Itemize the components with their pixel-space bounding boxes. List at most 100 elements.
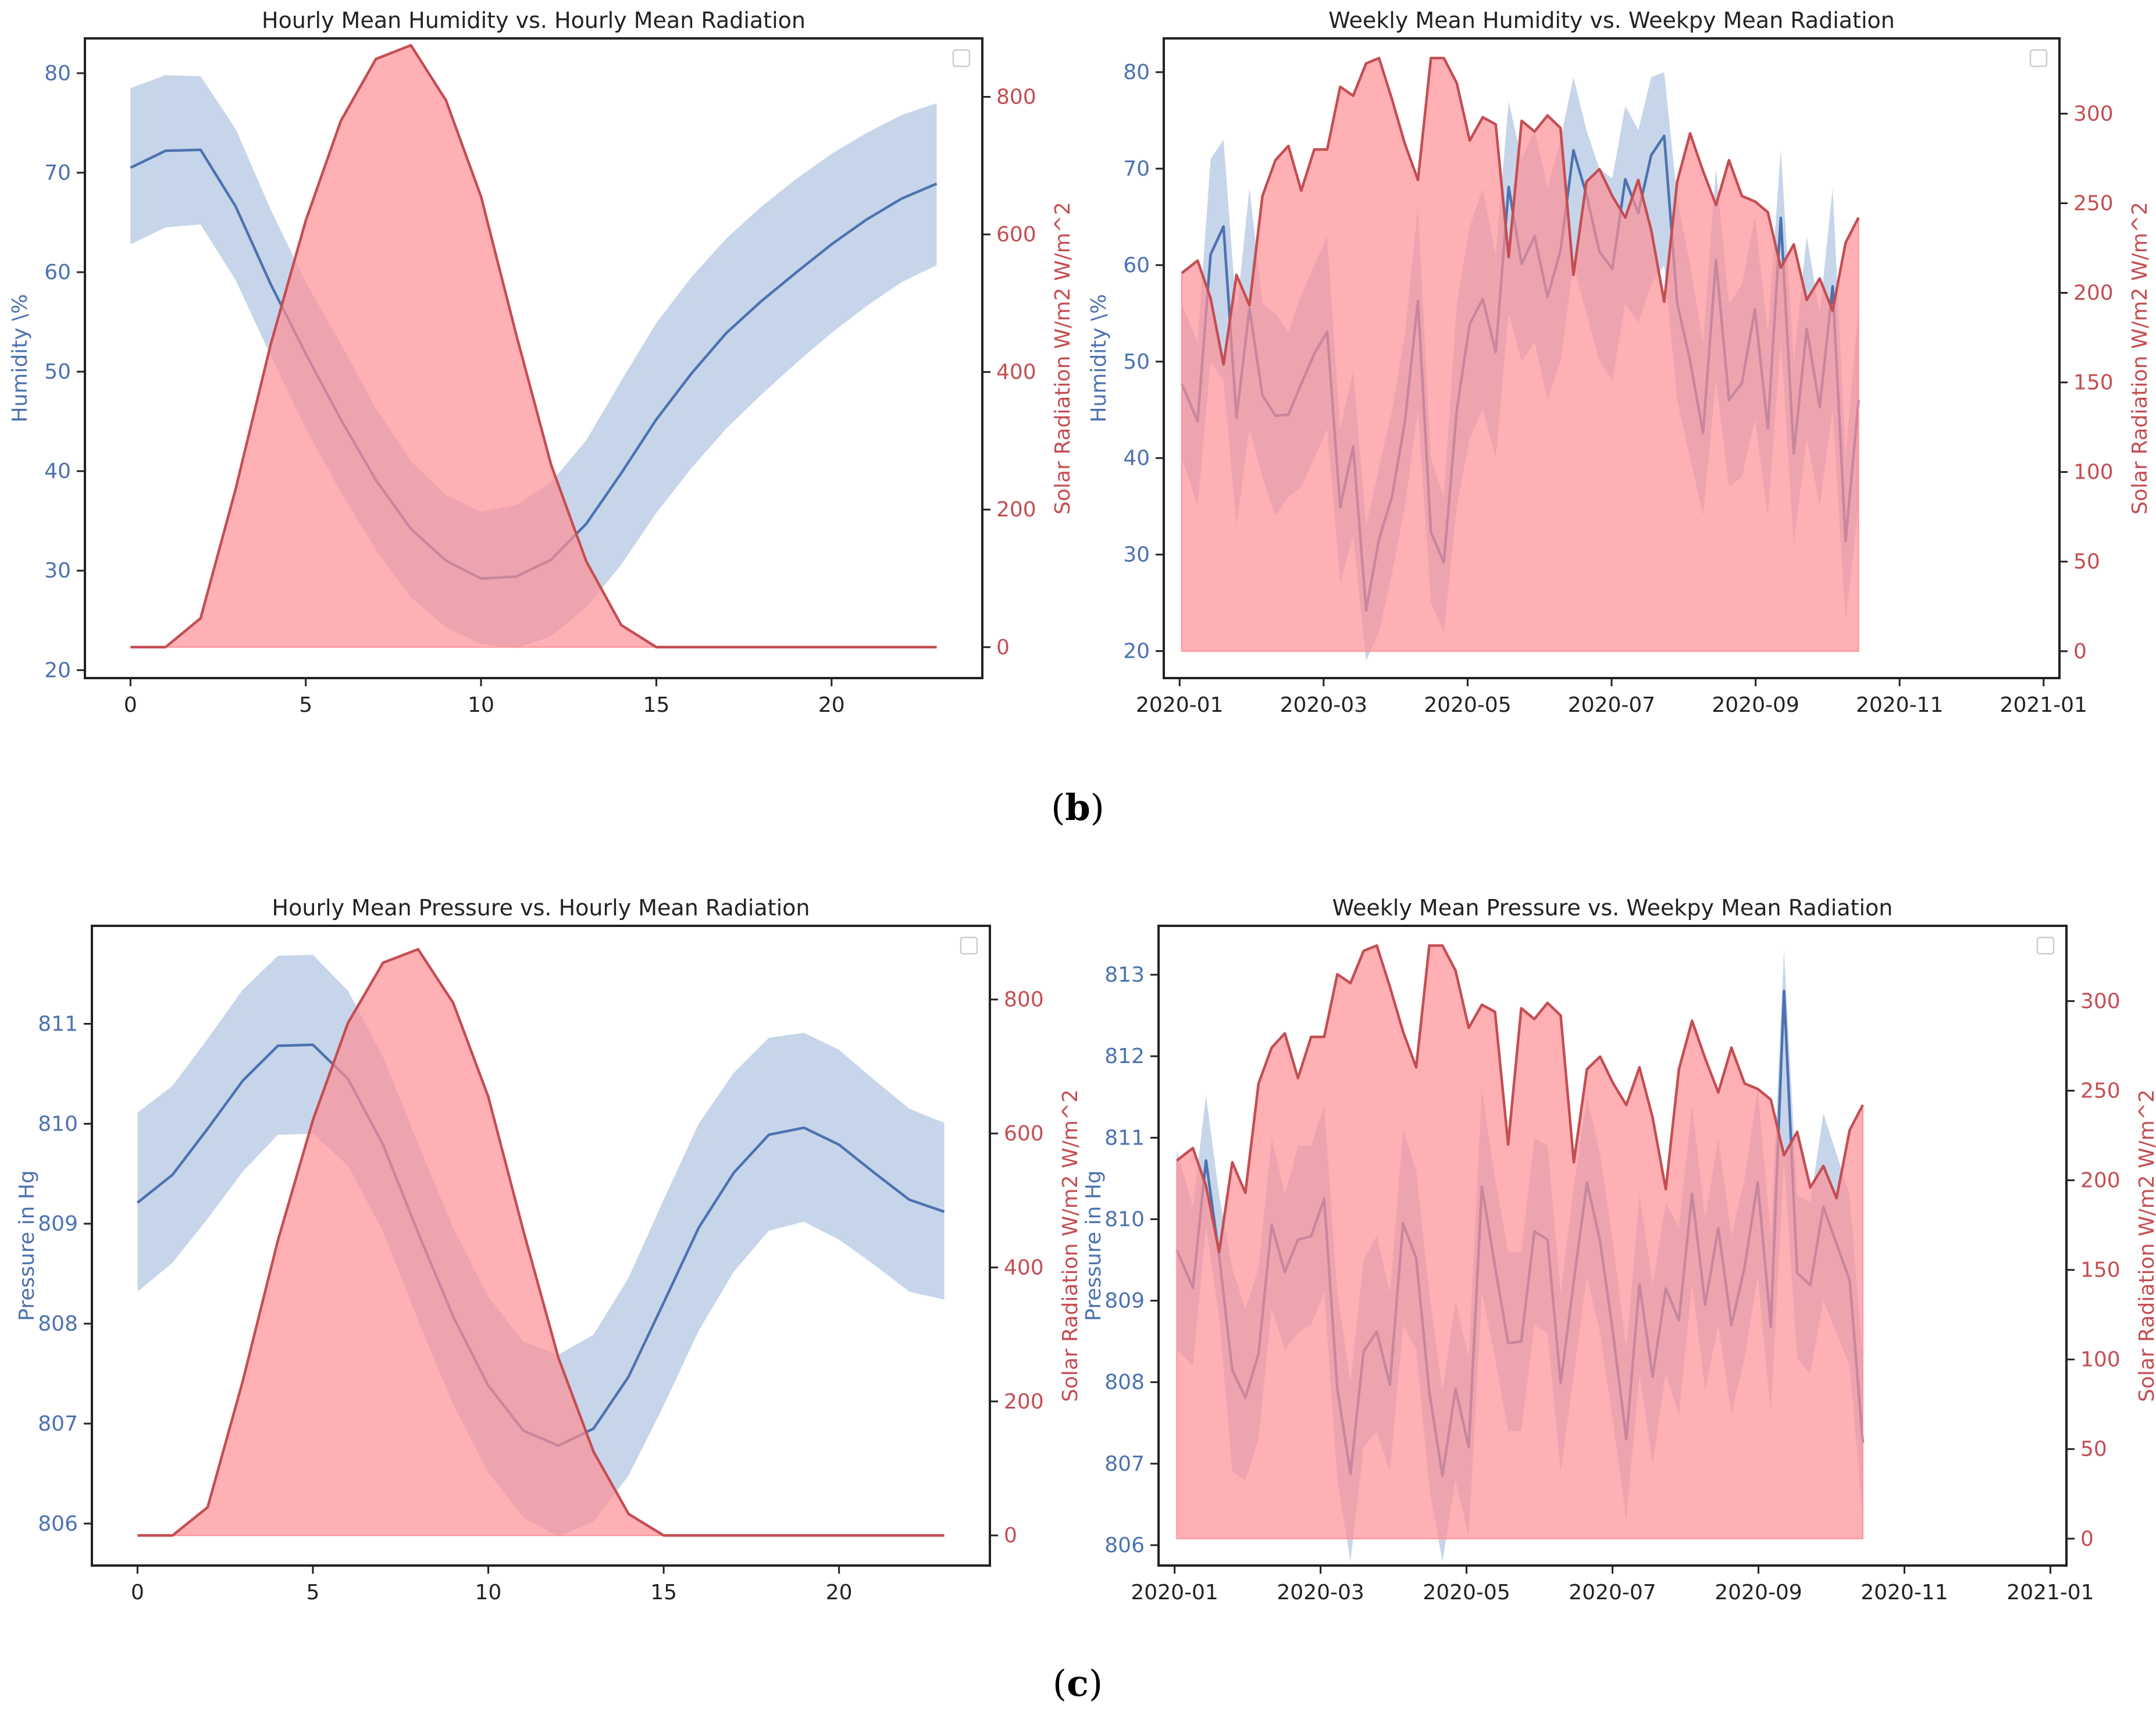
series-line-right-pres_weekly [1176, 944, 1864, 1254]
y-left-tick-label: 30 [1123, 543, 1150, 567]
chart-pres_weekly: Weekly Mean Pressure vs. Weekpy Mean Rad… [1082, 895, 2156, 1605]
chart-pres_hourly: Hourly Mean Pressure vs. Hourly Mean Rad… [15, 895, 1082, 1605]
x-tick-label: 10 [475, 1581, 502, 1605]
chart-hum_hourly: Hourly Mean Humidity vs. Hourly Mean Rad… [8, 8, 1075, 717]
y-left-tick-label: 806 [1104, 1534, 1145, 1557]
y-left-tick-label: 809 [38, 1212, 78, 1236]
y-left-tick-label: 806 [38, 1512, 78, 1536]
x-tick-label: 2020-01 [1131, 1581, 1218, 1605]
plot-frame-hum_hourly [84, 37, 983, 679]
y-right-tick-label: 200 [2073, 281, 2114, 305]
x-tick-label: 2020-07 [1569, 1581, 1656, 1605]
x-tick-label: 2020-05 [1423, 1581, 1510, 1605]
x-tick-label: 15 [650, 1581, 677, 1605]
y-left-tick-label: 80 [1123, 60, 1150, 84]
x-tick-label: 15 [643, 693, 670, 717]
y-right-axis-label: Solar Radiation W/m2 W/m^2 [1051, 202, 1075, 515]
y-right-axis-label: Solar Radiation W/m2 W/m^2 [2128, 202, 2152, 515]
y-left-tick-label: 807 [38, 1412, 78, 1436]
y-right-tick-label: 50 [2073, 550, 2100, 574]
x-tick-label: 2020-01 [1136, 693, 1223, 717]
y-right-tick-label: 600 [1004, 1122, 1044, 1146]
x-tick-label: 0 [131, 1581, 144, 1605]
y-left-tick-label: 70 [44, 161, 71, 185]
caption-b-open: ( [1051, 786, 1065, 829]
y-left-tick-label: 811 [38, 1012, 78, 1036]
y-left-tick-label: 807 [1104, 1452, 1145, 1476]
x-tick-label: 5 [307, 1581, 320, 1605]
x-tick-label: 2021-01 [2000, 693, 2087, 717]
y-left-tick-label: 60 [1123, 254, 1150, 277]
y-right-tick-label: 200 [1004, 1390, 1044, 1414]
caption-c: (c) [1053, 1662, 1103, 1705]
legend-box [2029, 49, 2048, 67]
y-right-tick-label: 300 [2080, 989, 2121, 1013]
plot-area-hum_hourly [130, 44, 938, 649]
x-tick-label: 2020-11 [1861, 1581, 1948, 1605]
y-right-tick-label: 200 [996, 498, 1036, 522]
y-right-tick-label: 600 [996, 223, 1036, 247]
y-right-tick-label: 0 [2080, 1527, 2094, 1551]
y-left-tick-label: 40 [44, 459, 71, 483]
y-right-tick-label: 200 [2080, 1169, 2121, 1193]
chart-title-pres_hourly: Hourly Mean Pressure vs. Hourly Mean Rad… [272, 895, 810, 921]
y-left-tick-label: 808 [38, 1312, 78, 1336]
x-tick-label: 2021-01 [2007, 1581, 2094, 1605]
x-tick-label: 0 [124, 693, 137, 717]
y-left-tick-label: 20 [1123, 640, 1150, 664]
y-left-tick-label: 808 [1104, 1371, 1145, 1395]
y-right-tick-label: 100 [2073, 461, 2114, 484]
y-right-tick-label: 100 [2080, 1348, 2121, 1372]
x-tick-label: 20 [826, 1581, 853, 1605]
y-right-tick-label: 400 [996, 361, 1036, 384]
y-left-tick-label: 812 [1104, 1044, 1145, 1068]
y-right-tick-label: 250 [2080, 1079, 2121, 1103]
x-tick-label: 2020-09 [1712, 693, 1799, 717]
x-tick-label: 2020-11 [1856, 693, 1943, 717]
x-tick-label: 2020-03 [1277, 1581, 1364, 1605]
series-line-right-hum_hourly [130, 44, 937, 649]
chart-title-hum_hourly: Hourly Mean Humidity vs. Hourly Mean Rad… [262, 8, 806, 33]
y-left-tick-label: 810 [1104, 1207, 1145, 1231]
series-line-right-hum_weekly [1181, 56, 1860, 366]
series-line-right-pres_hourly [137, 948, 945, 1537]
x-tick-label: 5 [299, 693, 312, 717]
x-tick-label: 2020-09 [1715, 1581, 1802, 1605]
caption-c-letter: c [1067, 1662, 1089, 1705]
plot-frame-pres_hourly [91, 925, 991, 1567]
legend-box [2036, 936, 2055, 955]
x-tick-label: 2020-05 [1424, 693, 1511, 717]
y-left-tick-label: 809 [1104, 1289, 1145, 1313]
x-tick-label: 2020-07 [1568, 693, 1655, 717]
chart-title-pres_weekly: Weekly Mean Pressure vs. Weekpy Mean Rad… [1332, 895, 1893, 921]
y-left-tick-label: 40 [1123, 447, 1150, 470]
y-right-axis-label: Solar Radiation W/m2 W/m^2 [2135, 1089, 2156, 1402]
y-left-tick-label: 50 [1123, 350, 1150, 374]
y-left-tick-label: 30 [44, 559, 71, 583]
y-left-tick-label: 813 [1104, 963, 1145, 987]
y-left-tick-label: 810 [38, 1112, 78, 1136]
chart-hum_weekly: Weekly Mean Humidity vs. Weekpy Mean Rad… [1087, 8, 2152, 717]
y-right-tick-label: 150 [2080, 1258, 2121, 1282]
y-left-axis-label: Humidity \% [1087, 294, 1111, 422]
y-left-axis-label: Pressure in Hg [1082, 1170, 1106, 1321]
y-left-tick-label: 50 [44, 360, 71, 384]
y-left-tick-label: 80 [44, 62, 71, 85]
y-left-axis-label: Humidity \% [8, 294, 32, 422]
chart-title-hum_weekly: Weekly Mean Humidity vs. Weekpy Mean Rad… [1328, 8, 1895, 33]
plot-area-pres_weekly [1175, 944, 1865, 1561]
y-right-axis-label: Solar Radiation W/m2 W/m^2 [1059, 1089, 1082, 1402]
y-right-tick-label: 50 [2080, 1438, 2107, 1461]
x-tick-label: 10 [468, 693, 494, 717]
y-left-axis-label: Pressure in Hg [15, 1170, 39, 1321]
caption-c-open: ( [1053, 1662, 1067, 1705]
plot-area-pres_hourly [136, 948, 945, 1537]
caption-b: (b) [1051, 786, 1104, 829]
x-tick-label: 2020-03 [1280, 693, 1367, 717]
y-right-tick-label: 0 [996, 636, 1010, 659]
y-right-tick-label: 300 [2073, 102, 2114, 126]
y-left-tick-label: 70 [1123, 157, 1150, 181]
legend-box [960, 936, 978, 955]
y-right-tick-label: 0 [2073, 640, 2087, 664]
